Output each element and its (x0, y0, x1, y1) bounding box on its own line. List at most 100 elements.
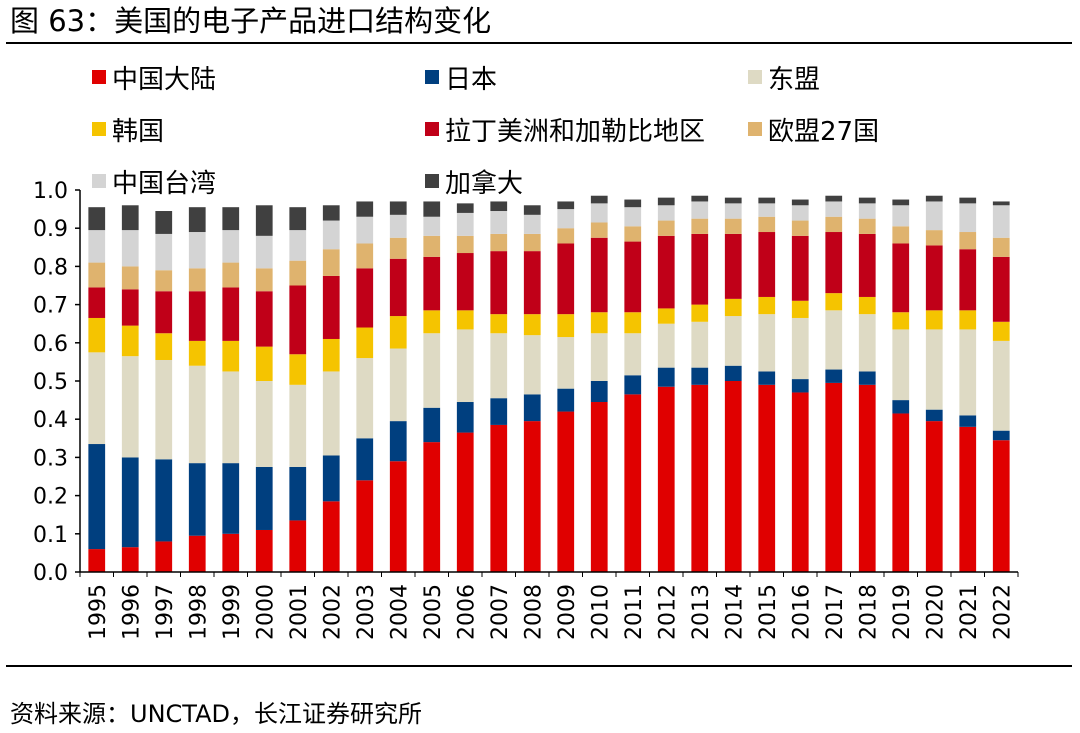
bar-segment (88, 207, 106, 231)
bar-segment (590, 222, 608, 238)
bar-segment (188, 207, 206, 233)
legend-item-latin-america: 拉丁美洲和加勒比地区 (425, 112, 705, 147)
bar-segment (724, 218, 742, 234)
x-tick-label: 1995 (86, 584, 111, 640)
bar-segment (992, 430, 1010, 441)
bar-segment (959, 310, 977, 330)
bar-segment (456, 235, 474, 254)
bar-segment (557, 388, 575, 412)
bar-segment (289, 384, 307, 467)
x-tick-label: 2003 (354, 584, 379, 640)
bar-segment (121, 547, 139, 572)
chart-legend: 中国大陆 日本 东盟 韩国 拉丁美洲和加勒比地区 欧盟27国 中国台湾 加拿大 (0, 0, 1080, 210)
bar-segment (557, 243, 575, 315)
bar-segment (791, 235, 809, 301)
bar-segment (188, 232, 206, 269)
bar-segment (557, 201, 575, 210)
bar-segment (121, 266, 139, 290)
bar-segment (222, 207, 240, 231)
bar-segment (155, 333, 173, 360)
legend-swatch (425, 70, 439, 84)
x-tick-label: 2020 (923, 584, 948, 640)
bar-segment (825, 369, 843, 383)
bar-segment (691, 304, 709, 322)
bar-segment (657, 323, 675, 368)
bar-segment (356, 216, 374, 244)
y-tick-label: 0.7 (33, 294, 68, 319)
bar-segment (523, 251, 541, 315)
bar-segment (389, 348, 407, 422)
bar-segment (791, 392, 809, 572)
bar-segment (456, 212, 474, 236)
bar-segment (490, 398, 508, 425)
bar-segment (557, 209, 575, 229)
bar-segment (255, 205, 273, 236)
bar-segment (791, 205, 809, 221)
bar-segment (758, 384, 776, 572)
bar-segment (322, 501, 340, 572)
legend-label: 中国台湾 (112, 168, 217, 199)
bar-segment (791, 199, 809, 206)
bar-segment (356, 358, 374, 439)
bar-segment (858, 203, 876, 219)
bar-segment (825, 195, 843, 202)
bar-segment (791, 220, 809, 236)
bar-segment (490, 211, 508, 234)
x-tick-label: 2008 (521, 584, 546, 640)
bar-segment (791, 379, 809, 393)
legend-item-mainland-china: 中国大陆 (92, 60, 216, 95)
x-tick-label: 2007 (488, 584, 513, 640)
bar-segment (858, 197, 876, 204)
bar-segment (959, 426, 977, 572)
bar-segment (992, 256, 1010, 322)
x-tick-label: 2017 (823, 584, 848, 640)
x-tick-label: 2005 (421, 584, 446, 640)
bar-segment (222, 371, 240, 464)
bar-segment (155, 359, 173, 460)
bar-segment (356, 243, 374, 269)
bar-segment (88, 444, 106, 550)
bar-segment (858, 314, 876, 372)
bar-segment (858, 384, 876, 572)
y-tick-label: 0.0 (33, 561, 68, 586)
bar-segment (222, 463, 240, 534)
bar-segment (456, 203, 474, 213)
bar-segment (992, 205, 1010, 238)
bar-segment (389, 461, 407, 572)
bar-segment (222, 340, 240, 372)
y-tick-label: 0.5 (33, 370, 68, 395)
legend-item-canada: 加拿大 (425, 164, 523, 199)
bar-segment (925, 195, 943, 202)
bar-segment (289, 466, 307, 521)
bar-segment (155, 459, 173, 542)
bar-segment (356, 327, 374, 359)
bar-segment (155, 291, 173, 334)
bar-segment (255, 381, 273, 467)
x-tick-label: 2006 (454, 584, 479, 640)
y-tick-label: 0.1 (33, 523, 68, 548)
bar-segment (624, 207, 642, 227)
x-tick-label: 1997 (153, 584, 178, 640)
bar-segment (992, 340, 1010, 431)
bar-segment (121, 325, 139, 357)
bar-segment (222, 230, 240, 263)
bar-segment (858, 218, 876, 234)
bar-segment (590, 402, 608, 572)
bar-segment (925, 409, 943, 422)
bar-segment (992, 321, 1010, 341)
legend-item-asean: 东盟 (748, 60, 820, 95)
bar-segment (423, 407, 441, 443)
bar-segment (959, 329, 977, 416)
bar-segment (88, 549, 106, 572)
bar-segment (724, 316, 742, 366)
x-tick-label: 2013 (689, 584, 714, 640)
bar-segment (858, 371, 876, 385)
bar-segment (992, 201, 1010, 206)
bar-segment (121, 230, 139, 267)
bar-segment (959, 232, 977, 250)
footer-rule (6, 665, 1072, 667)
bar-segment (389, 421, 407, 462)
bar-segment (155, 541, 173, 572)
bar-segment (624, 241, 642, 313)
bar-segment (289, 354, 307, 385)
